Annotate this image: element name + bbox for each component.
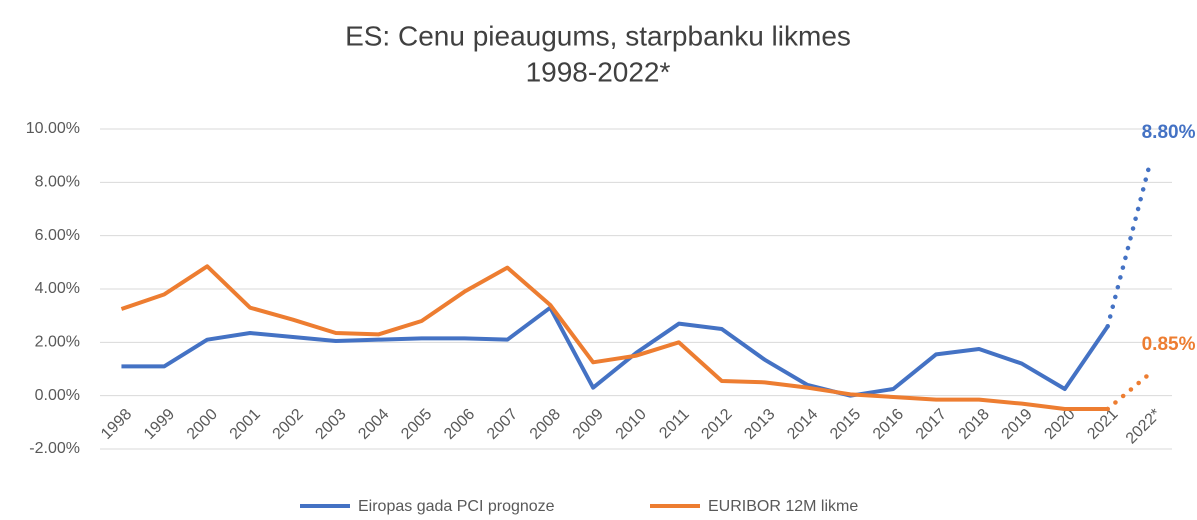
x-tick-label: 2004 xyxy=(355,406,392,443)
x-tick-label: 2005 xyxy=(398,406,435,443)
x-tick-label: 2019 xyxy=(999,406,1036,443)
y-tick-label: 10.00% xyxy=(26,120,80,137)
chart-title: ES: Cenu pieaugums, starpbanku likmes xyxy=(345,20,851,51)
x-tick-label: 2016 xyxy=(870,406,907,443)
series-line xyxy=(121,305,1110,398)
x-tick-label: 2012 xyxy=(698,406,735,443)
x-tick-label: 1999 xyxy=(141,406,178,443)
x-tick-label: 2007 xyxy=(484,406,521,443)
x-tick-label: 2017 xyxy=(913,406,950,443)
legend-label: Eiropas gada PCI prognoze xyxy=(358,498,555,515)
forecast-line xyxy=(1105,370,1153,412)
x-tick-label: 2014 xyxy=(784,406,821,443)
x-tick-label: 2001 xyxy=(227,406,264,443)
y-tick-label: 2.00% xyxy=(35,334,80,351)
x-tick-label: 2011 xyxy=(656,406,692,442)
x-tick-label: 2015 xyxy=(827,406,864,443)
x-tick-label: 2010 xyxy=(613,406,650,443)
x-tick-label: 2000 xyxy=(184,406,221,443)
data-label: 8.80% xyxy=(1142,122,1196,143)
y-tick-label: 6.00% xyxy=(35,227,80,244)
x-tick-label: 1998 xyxy=(98,406,135,443)
x-tick-label: 2013 xyxy=(741,406,778,443)
x-tick-label: 2009 xyxy=(570,406,607,443)
x-tick-label: 2018 xyxy=(956,406,993,443)
x-tick-label: 2002 xyxy=(270,406,307,443)
data-label: 0.85% xyxy=(1142,334,1196,355)
x-tick-label: 2020 xyxy=(1041,406,1078,443)
chart-subtitle: 1998-2022* xyxy=(526,56,671,87)
forecast-line xyxy=(1105,158,1153,329)
x-tick-label: 2021 xyxy=(1084,406,1121,443)
x-tick-label: 2006 xyxy=(441,406,478,443)
legend-label: EURIBOR 12M likme xyxy=(708,498,858,515)
x-tick-label: 2003 xyxy=(312,406,349,443)
y-tick-label: -2.00% xyxy=(29,440,80,457)
x-tick-label: 2022* xyxy=(1123,406,1165,448)
y-tick-label: 0.00% xyxy=(35,387,80,404)
y-tick-label: 8.00% xyxy=(35,174,80,191)
series-line xyxy=(120,264,1108,411)
y-tick-label: 4.00% xyxy=(35,280,80,297)
x-tick-label: 2008 xyxy=(527,406,564,443)
